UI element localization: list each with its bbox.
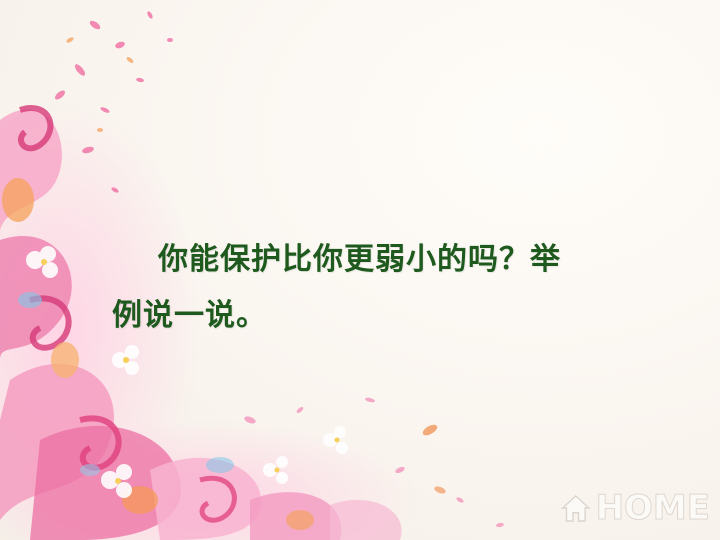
question-line-1: 你能保护比你更弱小的吗？举 (158, 242, 561, 277)
home-button[interactable]: HOME (560, 488, 711, 529)
home-label: HOME (595, 488, 710, 529)
question-line-2: 例说一说。 (112, 298, 267, 333)
house-icon (561, 494, 591, 522)
question-text: 你能保护比你更弱小的吗？举 例说一说。 (112, 232, 652, 344)
